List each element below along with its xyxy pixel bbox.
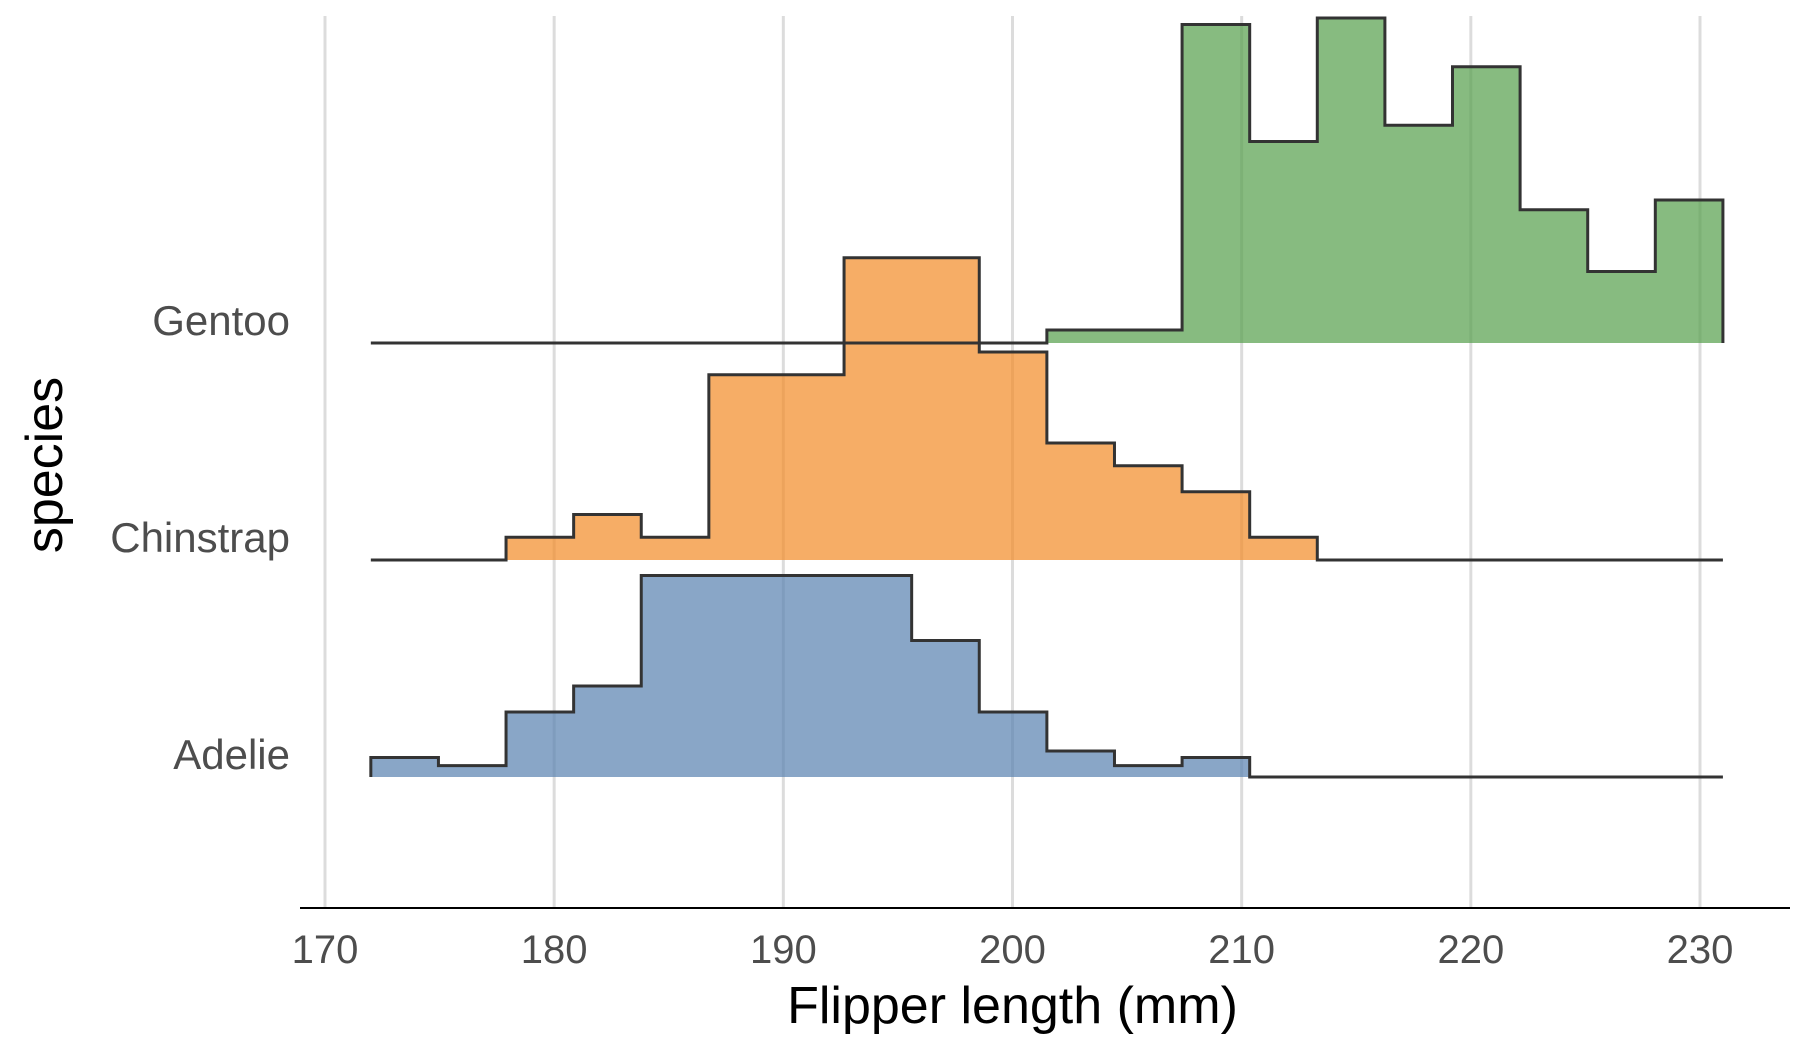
series-adelie	[369, 574, 1723, 779]
category-labels: Adelie Chinstrap Gentoo	[110, 297, 290, 778]
x-tick-label: 200	[979, 928, 1046, 972]
category-label-chinstrap: Chinstrap	[110, 514, 290, 561]
histogram-area-adelie	[370, 575, 1723, 777]
histogram-outline-adelie	[369, 574, 1723, 779]
x-tick-labels: 170 180 190 200 210 220 230	[292, 928, 1734, 972]
series-gentoo	[370, 16, 1725, 345]
category-label-gentoo: Gentoo	[152, 297, 290, 344]
category-label-adelie: Adelie	[173, 731, 290, 778]
y-axis-title: species	[16, 377, 74, 553]
series-chinstrap	[370, 256, 1723, 562]
histogram-series	[369, 16, 1725, 779]
x-tick-label: 180	[521, 928, 588, 972]
x-tick-label: 220	[1437, 928, 1504, 972]
x-tick-label: 230	[1667, 928, 1734, 972]
x-tick-label: 210	[1208, 928, 1275, 972]
x-axis-title: Flipper length (mm)	[787, 977, 1238, 1035]
x-tick-label: 170	[292, 928, 359, 972]
x-tick-label: 190	[750, 928, 817, 972]
histogram-outline-gentoo	[370, 16, 1725, 345]
histogram-outline-chinstrap	[370, 256, 1723, 562]
